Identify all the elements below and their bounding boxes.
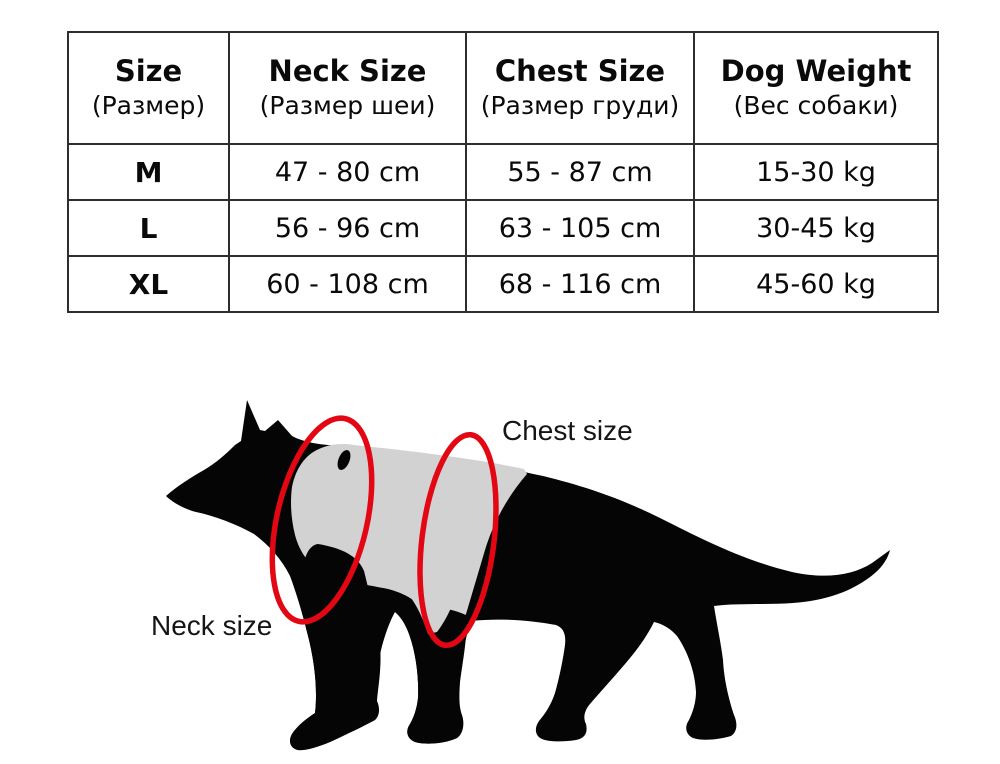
table-row-l: L 56 - 96 cm 63 - 105 cm 30-45 kg — [67, 199, 939, 257]
cell-size-l: L — [67, 199, 230, 257]
measurement-diagram — [0, 344, 1000, 764]
header-weight-ru: (Вес собаки) — [733, 91, 899, 120]
cell-neck-xl: 60 - 108 cm — [228, 255, 467, 313]
harness-handle-slot — [337, 450, 351, 470]
cell-weight-m: 15-30 kg — [693, 143, 939, 201]
neck-size-label: Neck size — [151, 610, 273, 641]
header-size: Size (Размер) — [67, 31, 230, 145]
header-size-en: Size — [114, 54, 183, 88]
table-row-m: M 47 - 80 cm 55 - 87 cm 15-30 kg — [67, 143, 939, 201]
cell-chest-xl: 68 - 116 cm — [465, 255, 695, 313]
chest-measure-ring — [417, 431, 499, 649]
size-table: Size (Размер) Neck Size (Размер шеи) Che… — [67, 31, 939, 313]
cell-size-xl: XL — [67, 255, 230, 313]
cell-size-m: M — [67, 143, 230, 201]
dog-front-leg-rear — [290, 544, 381, 751]
cell-weight-xl: 45-60 kg — [693, 255, 939, 313]
harness-panel — [291, 444, 527, 689]
dog-front-leg-forward — [395, 607, 467, 744]
cell-chest-m: 55 - 87 cm — [465, 143, 695, 201]
header-size-ru: (Размер) — [91, 91, 206, 120]
header-chest: Chest Size (Размер груди) — [465, 31, 695, 145]
header-chest-ru: (Размер груди) — [480, 91, 680, 120]
header-weight: Dog Weight (Вес собаки) — [693, 31, 939, 145]
table-row-xl: XL 60 - 108 cm 68 - 116 cm 45-60 kg — [67, 255, 939, 313]
cell-neck-l: 56 - 96 cm — [228, 199, 467, 257]
chest-size-label: Chest size — [502, 415, 633, 446]
cell-chest-l: 63 - 105 cm — [465, 199, 695, 257]
neck-measure-ring — [269, 415, 375, 625]
header-neck: Neck Size (Размер шеи) — [228, 31, 467, 145]
header-neck-en: Neck Size — [268, 54, 427, 88]
dog-measurement-illustration — [166, 400, 890, 751]
table-header-row: Size (Размер) Neck Size (Размер шеи) Che… — [67, 31, 939, 145]
header-chest-en: Chest Size — [494, 54, 666, 88]
cell-weight-l: 30-45 kg — [693, 199, 939, 257]
cell-neck-m: 47 - 80 cm — [228, 143, 467, 201]
header-neck-ru: (Размер шеи) — [259, 91, 436, 120]
header-weight-en: Dog Weight — [720, 54, 912, 88]
